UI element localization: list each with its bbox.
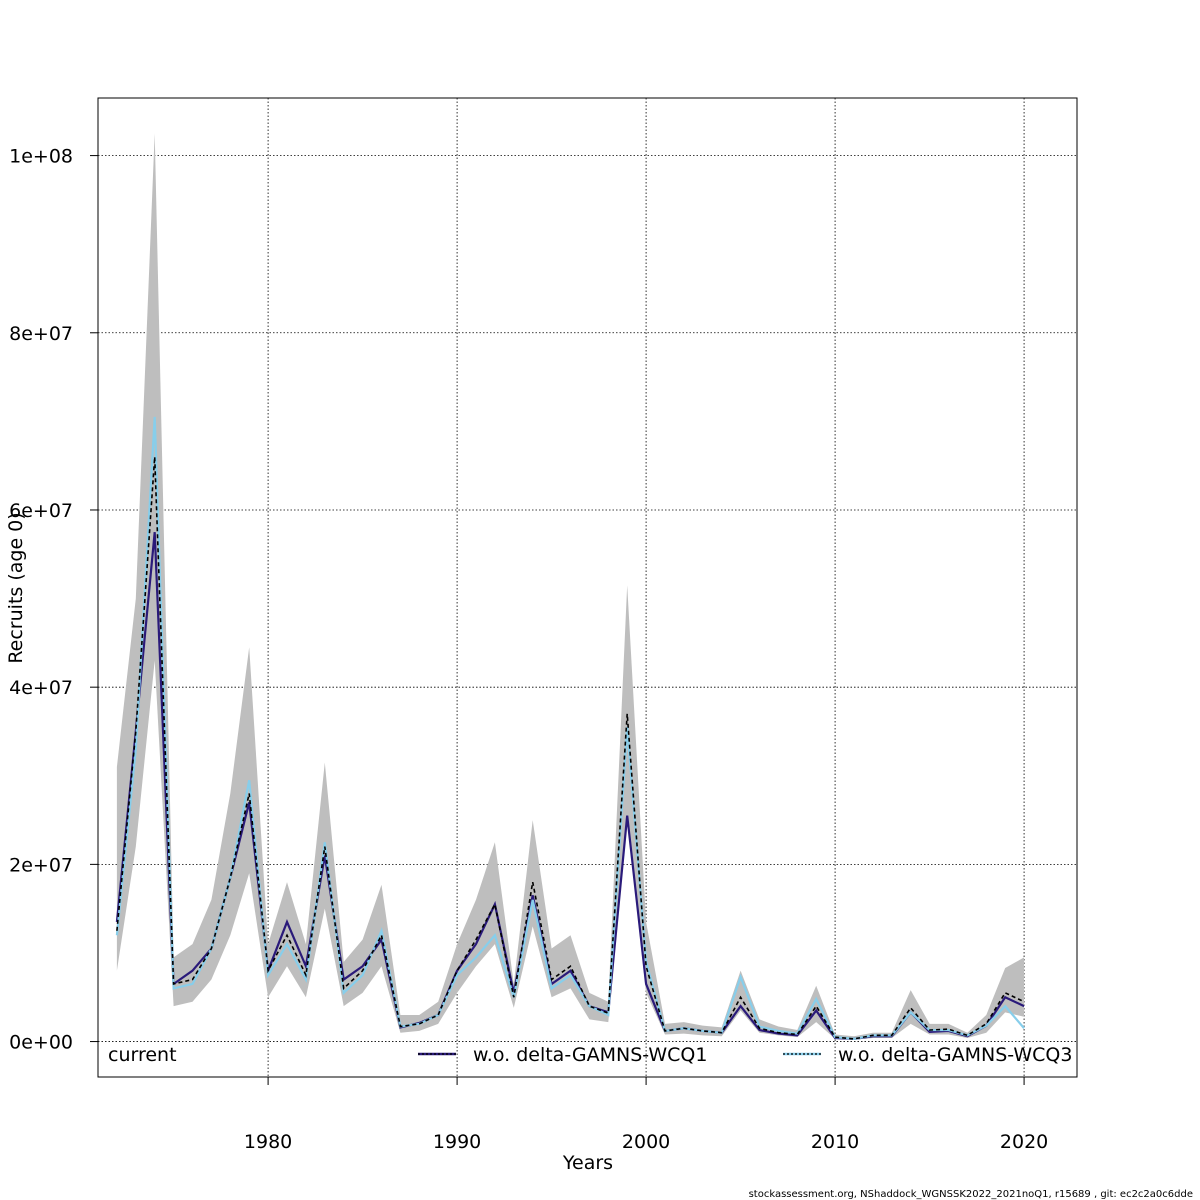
y-tick-label: 1e+08 bbox=[9, 146, 73, 168]
grid bbox=[98, 98, 1077, 1077]
legend-label-current: current bbox=[108, 1044, 177, 1066]
y-axis-title: Recruits (age 0) bbox=[5, 512, 27, 663]
x-tick-label: 1980 bbox=[244, 1131, 292, 1153]
legend: current w.o. delta-GAMNS-WCQ1 w.o. delta-G… bbox=[108, 1044, 1072, 1066]
x-tick-label: 2020 bbox=[1000, 1131, 1048, 1153]
x-axis: 1980 1990 2000 2010 2020 bbox=[244, 1077, 1048, 1153]
plot-frame bbox=[97, 97, 1078, 1078]
y-tick-label: 4e+07 bbox=[9, 677, 73, 699]
legend-label-2: w.o. delta-GAMNS-WCQ3 bbox=[838, 1044, 1072, 1066]
y-tick-label: 8e+07 bbox=[9, 323, 73, 345]
x-tick-label: 2000 bbox=[622, 1131, 670, 1153]
confidence-band bbox=[116, 133, 1025, 1040]
legend-label-1: w.o. delta-GAMNS-WCQ1 bbox=[473, 1044, 707, 1066]
y-axis: 0e+00 2e+07 4e+07 6e+07 8e+07 1e+08 bbox=[9, 146, 98, 1054]
x-axis-title: Years bbox=[562, 1152, 613, 1174]
y-tick-label: 6e+07 bbox=[9, 500, 73, 522]
y-tick-label: 2e+07 bbox=[9, 854, 73, 876]
footer-credit: stockassessment.org, NShaddock_WGNSSK202… bbox=[749, 1189, 1193, 1200]
x-tick-label: 1990 bbox=[433, 1131, 481, 1153]
series-lines bbox=[115, 416, 1025, 1041]
x-tick-label: 2010 bbox=[811, 1131, 859, 1153]
series-line-0 bbox=[116, 456, 1025, 1040]
y-tick-label: 0e+00 bbox=[9, 1032, 73, 1054]
